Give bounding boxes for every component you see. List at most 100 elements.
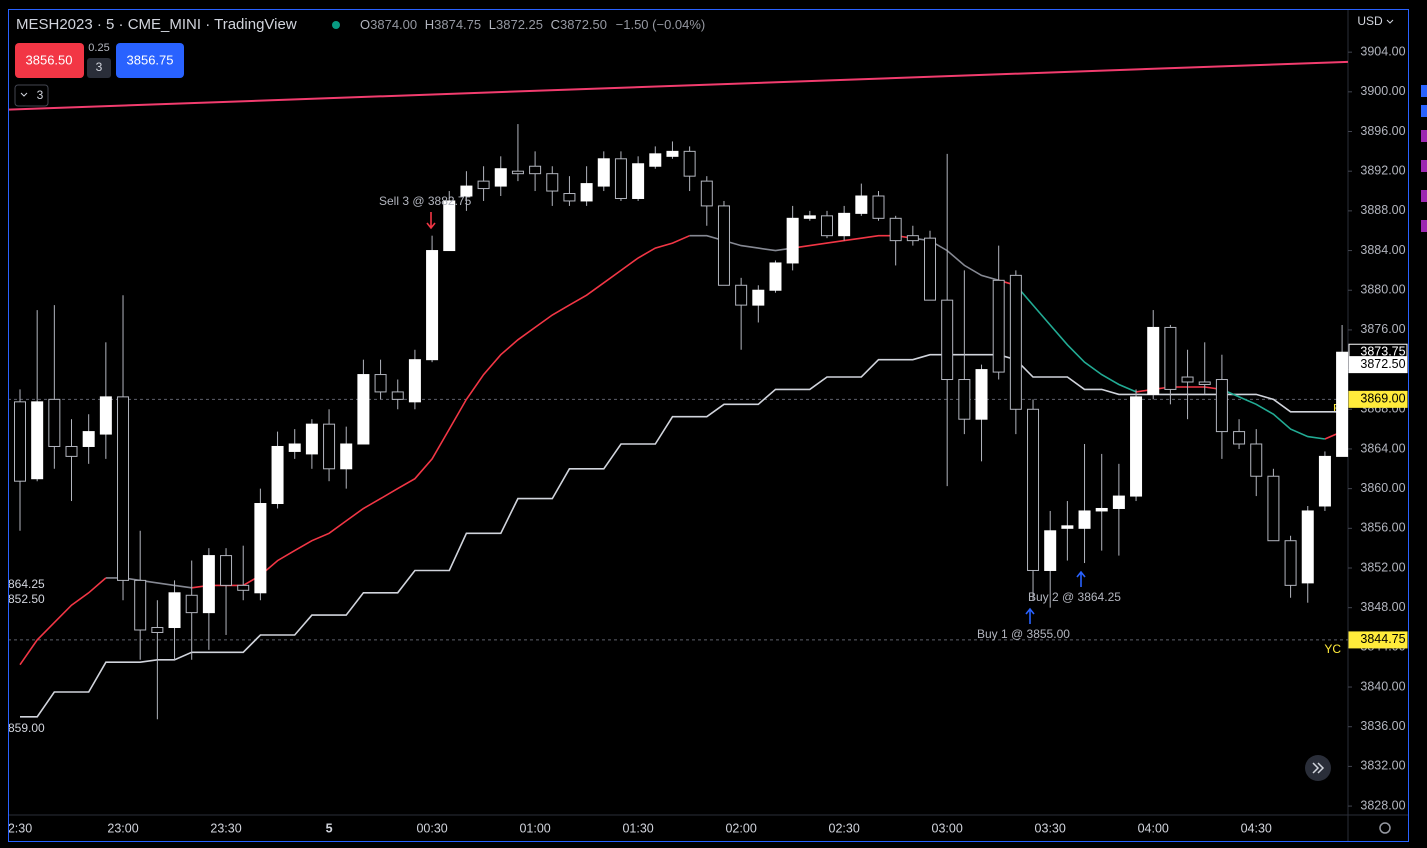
- toolbar-icon[interactable]: [1421, 220, 1427, 232]
- trade-arrow: [1076, 570, 1086, 587]
- candle-body: [1027, 408, 1040, 571]
- candle-body: [1198, 381, 1211, 385]
- edge-label: 852.50: [8, 592, 45, 606]
- y-tick-label: 3836.00: [1360, 719, 1405, 733]
- sell-button[interactable]: [15, 43, 84, 78]
- candle-body: [305, 423, 318, 455]
- candle-body: [975, 369, 988, 420]
- candle-body: [1267, 475, 1280, 542]
- candle-body: [700, 180, 713, 207]
- candle-body: [941, 299, 954, 381]
- candle-body: [529, 165, 542, 175]
- candle-body: [511, 170, 524, 175]
- candle-body: [323, 423, 336, 470]
- price-label: 3844.75: [1360, 632, 1405, 646]
- settings-button[interactable]: [1379, 822, 1391, 834]
- lots-dropdown[interactable]: [14, 84, 49, 107]
- price-label: 3869.00: [1360, 392, 1405, 406]
- buy-button[interactable]: [116, 43, 184, 78]
- toolbar-icon[interactable]: [1421, 105, 1427, 117]
- candle-body: [614, 158, 627, 199]
- x-tick-label: 5: [326, 821, 333, 835]
- candle-body: [82, 431, 95, 447]
- y-tick-label: 3884.00: [1360, 243, 1405, 257]
- x-tick-label: 23:30: [210, 821, 241, 835]
- trade-arrow: [1025, 607, 1035, 624]
- candle-body: [546, 173, 559, 192]
- chevron: [1386, 19, 1394, 24]
- x-tick-label: 23:00: [107, 821, 138, 835]
- candle-body: [717, 205, 730, 286]
- candle-body: [803, 215, 816, 219]
- candle-body: [477, 180, 490, 190]
- x-tick-label: 00:30: [416, 821, 447, 835]
- y-tick-label: 3852.00: [1360, 560, 1405, 574]
- candle-body: [769, 262, 782, 291]
- y-tick-label: 3864.00: [1360, 441, 1405, 455]
- candle-body: [666, 150, 679, 157]
- y-tick-label: 3876.00: [1360, 322, 1405, 336]
- ohlc-value: 3874.00: [370, 17, 417, 32]
- toolbar-icon[interactable]: [1421, 85, 1427, 97]
- quantity[interactable]: 3: [96, 60, 103, 74]
- candle-body: [786, 217, 799, 264]
- candle-body: [151, 627, 164, 633]
- y-tick-label: 3848.00: [1360, 600, 1405, 614]
- x-tick-label: 02:00: [725, 821, 756, 835]
- candle-body: [288, 443, 301, 452]
- candle-body: [838, 212, 851, 237]
- ohlc-value: 3872.25: [496, 17, 543, 32]
- candle-body: [460, 185, 473, 197]
- y-tick-label: 3832.00: [1360, 759, 1405, 773]
- change: −1.50 (−0.04%): [616, 17, 706, 32]
- toolbar-icon[interactable]: [1421, 190, 1427, 202]
- candle-body: [237, 584, 250, 591]
- candle-body: [168, 592, 181, 629]
- x-tick-label: 02:30: [829, 821, 860, 835]
- candle-body: [1181, 376, 1194, 383]
- candle-body: [1233, 431, 1246, 445]
- toolbar-icon[interactable]: [1421, 160, 1427, 172]
- trade-label: Buy 2 @ 3864.25: [1028, 590, 1121, 604]
- sell-price[interactable]: 3856.50: [26, 52, 73, 67]
- x-tick-label: 01:30: [622, 821, 653, 835]
- quantity-box[interactable]: [87, 58, 111, 78]
- candle-body: [580, 183, 593, 202]
- y-tick-label: 3896.00: [1360, 124, 1405, 138]
- currency[interactable]: USD: [1357, 14, 1383, 28]
- candle-body: [597, 158, 610, 187]
- price-line-tag: YC: [1324, 642, 1341, 656]
- status-dot: [332, 21, 340, 29]
- candle-body: [1095, 507, 1108, 512]
- candle-body: [31, 401, 44, 480]
- candle-body: [1130, 396, 1143, 497]
- price-label: 3872.50: [1360, 357, 1405, 371]
- candle-body: [1284, 540, 1297, 586]
- ohlc-label: C: [551, 17, 560, 32]
- ohlc-value: 3872.50: [560, 17, 607, 32]
- ohlc-label: O: [360, 17, 370, 32]
- y-tick-label: 3888.00: [1360, 203, 1405, 217]
- candle-body: [374, 374, 387, 393]
- candle-body: [1009, 274, 1022, 410]
- y-tick-label: 3860.00: [1360, 481, 1405, 495]
- price-label-box: [1348, 631, 1408, 649]
- x-tick-label: 04:30: [1241, 821, 1272, 835]
- toolbar-icon[interactable]: [1421, 130, 1427, 142]
- trade-label: Sell 3 @ 3882.75: [379, 194, 472, 208]
- candle-body: [683, 150, 696, 177]
- overlay: MESH2023 · 5 · CME_MINI · TradingView O3…: [8, 9, 1427, 842]
- candle-body: [1215, 379, 1228, 433]
- candle-body: [906, 235, 919, 242]
- ohlc-label: H: [425, 17, 434, 32]
- buy-price[interactable]: 3856.75: [127, 52, 174, 67]
- ohlc-label: L: [489, 17, 496, 32]
- candle-body: [958, 379, 971, 420]
- candle-body: [426, 250, 439, 361]
- candle-body: [820, 215, 833, 237]
- lots[interactable]: 3: [37, 88, 44, 102]
- candle-body: [443, 200, 456, 252]
- candle-body: [563, 193, 576, 202]
